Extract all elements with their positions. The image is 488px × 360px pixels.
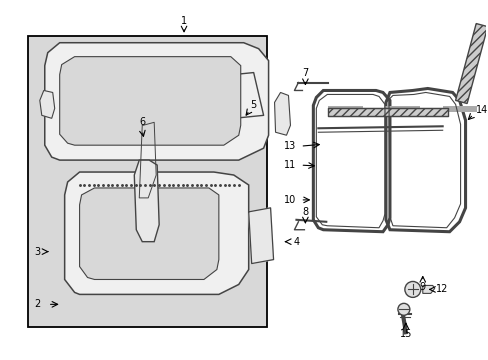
Text: 12: 12 [435,284,447,294]
Text: 7: 7 [302,68,308,77]
Polygon shape [60,57,240,145]
Polygon shape [422,285,434,293]
Text: 8: 8 [302,207,308,217]
Bar [28,36,266,327]
Text: 5: 5 [250,100,256,111]
Polygon shape [40,90,55,118]
Polygon shape [274,93,290,135]
Polygon shape [45,43,268,160]
Polygon shape [224,73,263,118]
Text: 2: 2 [35,300,41,309]
Polygon shape [80,188,219,279]
Polygon shape [134,160,159,242]
Bar [442,107,476,112]
Polygon shape [248,208,273,264]
Text: 13: 13 [284,141,296,151]
Bar [385,107,419,112]
Text: 11: 11 [284,160,296,170]
Text: 10: 10 [284,195,296,205]
Text: 1: 1 [181,16,187,26]
Circle shape [397,303,409,315]
Text: 15: 15 [399,329,411,339]
Text: 3: 3 [35,247,41,257]
Bar [455,23,487,104]
Text: 4: 4 [293,237,299,247]
Bar [327,108,447,116]
Text: 14: 14 [474,105,487,115]
Bar [327,107,363,112]
Text: 9: 9 [419,283,425,292]
Polygon shape [64,172,248,294]
Circle shape [404,282,420,297]
Text: 6: 6 [139,117,145,127]
